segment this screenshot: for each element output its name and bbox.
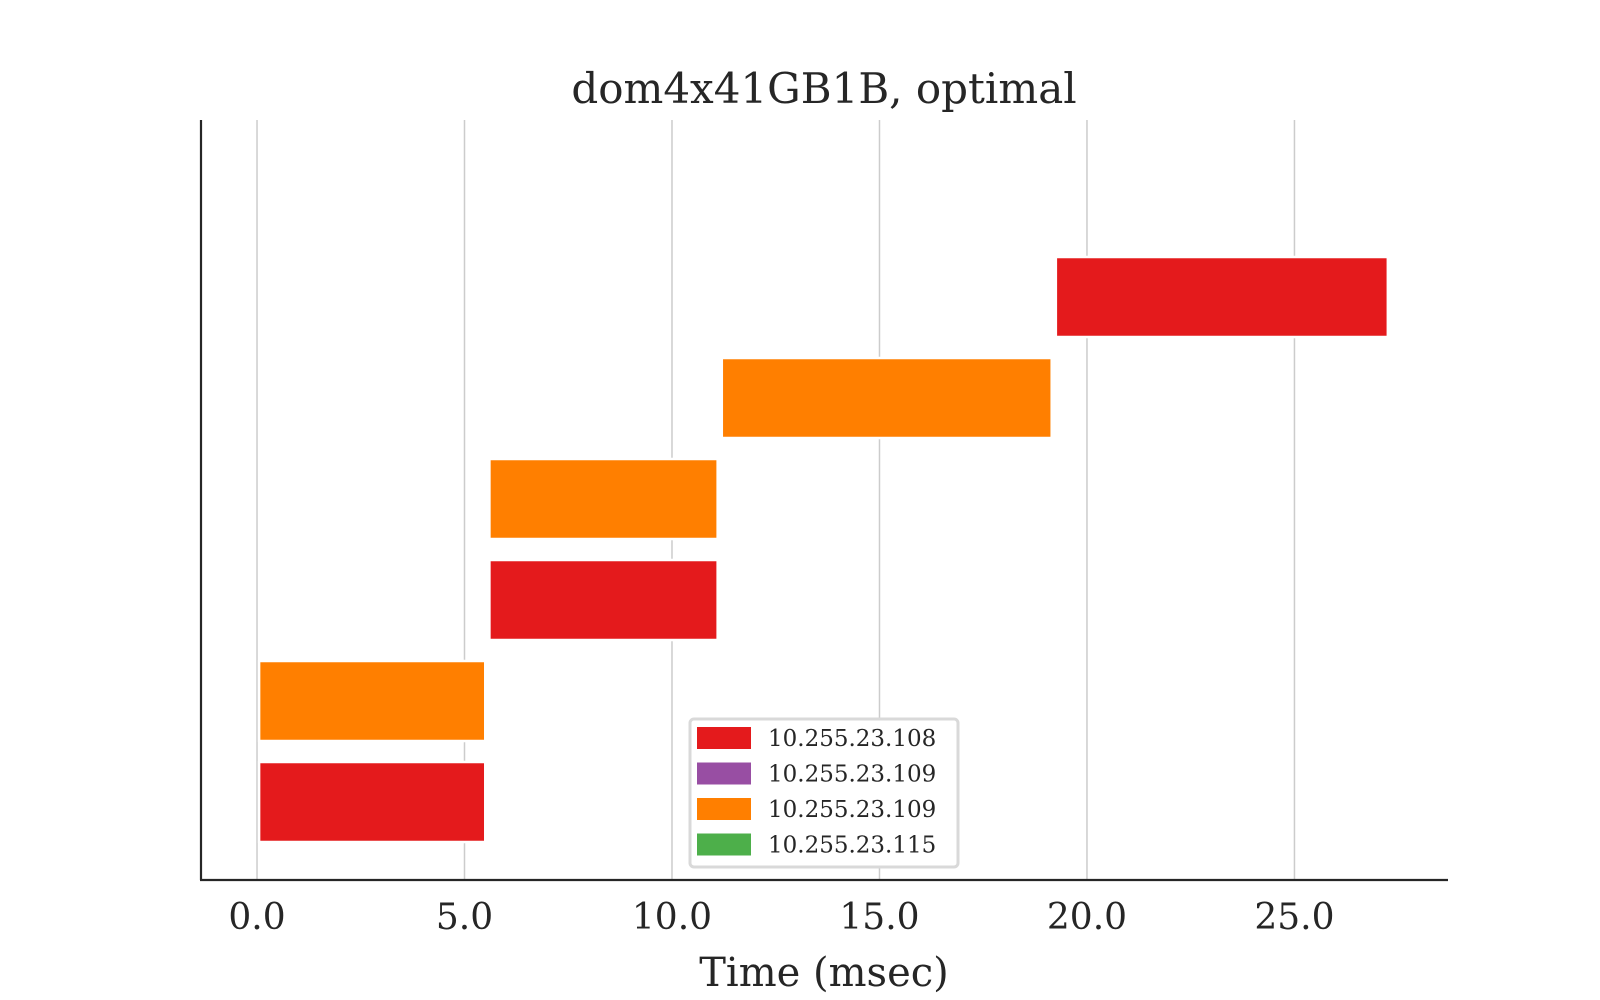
x-tick-label: 15.0	[839, 897, 919, 938]
gantt-bar	[488, 558, 719, 642]
legend-items: 10.255.23.108 10.255.23.109 10.255.23.109 1…	[697, 726, 936, 859]
legend-swatch	[697, 762, 751, 785]
legend: 10.255.23.108 10.255.23.109 10.255.23.109 1…	[688, 717, 960, 869]
legend-swatch	[697, 727, 751, 749]
legend-label: 10.255.23.109	[768, 797, 936, 823]
x-tick-label: 5.0	[436, 897, 493, 938]
gantt-bar	[488, 457, 719, 541]
x-tick-labels: 0.0 5.0 10.0 15.0 20.0 25.0	[228, 897, 1334, 938]
legend-swatch	[697, 833, 751, 856]
axis-layer	[199, 120, 1448, 882]
x-tick-label: 25.0	[1254, 897, 1334, 938]
legend-frame	[688, 717, 960, 869]
legend-label: 10.255.23.115	[768, 833, 936, 859]
legend-label: 10.255.23.108	[768, 726, 936, 752]
gantt-bar	[257, 760, 487, 844]
gantt-bar	[257, 659, 487, 743]
gantt-bar	[1054, 255, 1390, 339]
legend-swatch	[697, 798, 751, 820]
legend-label: 10.255.23.109	[768, 762, 936, 788]
x-tick-label: 0.0	[228, 897, 285, 938]
x-axis-label: Time (msec)	[699, 950, 949, 996]
bar-layer	[257, 255, 1390, 844]
gantt-bar	[720, 356, 1053, 440]
chart-title: dom4x41GB1B, optimal	[571, 64, 1076, 113]
x-tick-label: 10.0	[632, 897, 712, 938]
x-tick-label: 20.0	[1047, 897, 1127, 938]
